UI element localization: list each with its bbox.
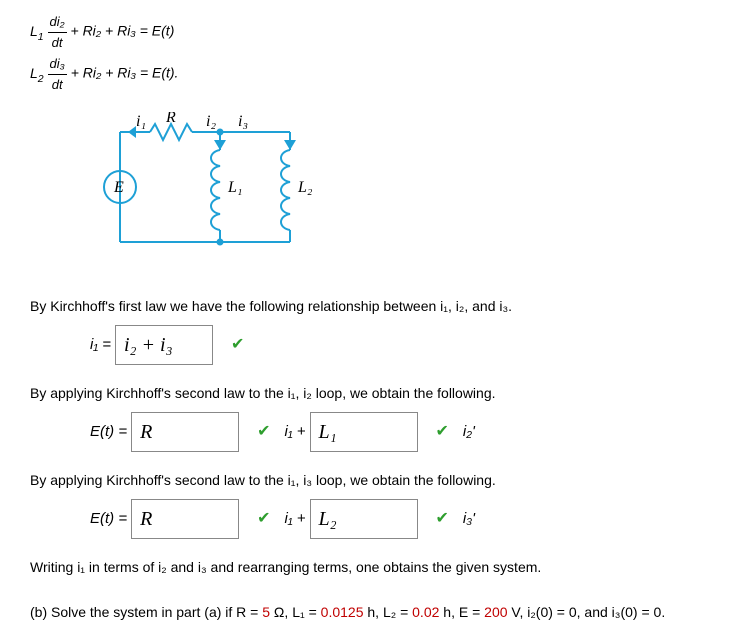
i1-plus-2: i₁ +	[285, 508, 306, 531]
circuit-diagram: i₁ R i₂ i₃ E L₁ L₂	[100, 112, 712, 278]
Et-label-1: E(t) =	[90, 421, 127, 444]
check-icon: ✔	[231, 333, 244, 357]
answer-box-R1[interactable]: R	[131, 412, 239, 452]
label-E: E	[113, 179, 124, 196]
answer-box-i1[interactable]: i₂ + i₃	[115, 325, 213, 365]
label-L1: L₁	[227, 179, 242, 196]
check-icon: ✔	[257, 420, 270, 444]
i1-equals: i₁ =	[90, 334, 111, 357]
label-i3: i₃	[238, 113, 248, 130]
i1-plus-1: i₁ +	[285, 421, 306, 444]
system-equations: L1 di₂ dt + Ri₂ + Ri₃ = E(t) L2 di₃ dt +…	[30, 12, 712, 94]
check-icon: ✔	[436, 507, 449, 531]
part-b-text: (b) Solve the system in part (a) if R = …	[30, 602, 712, 623]
L1-symbol: L1	[30, 23, 44, 39]
trail-i3prime: i₃'	[463, 508, 475, 531]
trail-i2prime: i₂'	[463, 421, 475, 444]
frac-di2: di₂ dt	[48, 12, 67, 52]
kirchhoff-first-text: By Kirchhoff's first law we have the fol…	[30, 296, 712, 317]
kirchhoff-second-b: By applying Kirchhoff's second law to th…	[30, 470, 712, 491]
answer-box-R2[interactable]: R	[131, 499, 239, 539]
Et-label-2: E(t) =	[90, 508, 127, 531]
eq-line-1: L1 di₂ dt + Ri₂ + Ri₃ = E(t)	[30, 12, 712, 52]
label-R: R	[165, 112, 176, 126]
check-icon: ✔	[257, 507, 270, 531]
kirchhoff-second-a: By applying Kirchhoff's second law to th…	[30, 383, 712, 404]
eq2-rest: + Ri₂ + Ri₃ = E(t).	[71, 65, 179, 81]
row-loop-i2: E(t) = R ✔ i₁ + L₁ ✔ i₂'	[90, 412, 712, 452]
answer-box-L2[interactable]: L₂	[310, 499, 418, 539]
L2-symbol: L2	[30, 65, 44, 81]
label-i2: i₂	[206, 113, 216, 130]
row-loop-i3: E(t) = R ✔ i₁ + L₂ ✔ i₃'	[90, 499, 712, 539]
eq1-rest: + Ri₂ + Ri₃ = E(t)	[71, 23, 175, 39]
row-i1-eq: i₁ = i₂ + i₃ ✔	[90, 325, 712, 365]
check-icon: ✔	[436, 420, 449, 444]
answer-box-L1[interactable]: L₁	[310, 412, 418, 452]
label-L2: L₂	[297, 179, 313, 196]
frac-di3: di₃ dt	[48, 54, 67, 94]
label-i1: i₁	[136, 113, 146, 130]
concluding-text: Writing i₁ in terms of i₂ and i₃ and rea…	[30, 557, 712, 578]
eq-line-2: L2 di₃ dt + Ri₂ + Ri₃ = E(t).	[30, 54, 712, 94]
